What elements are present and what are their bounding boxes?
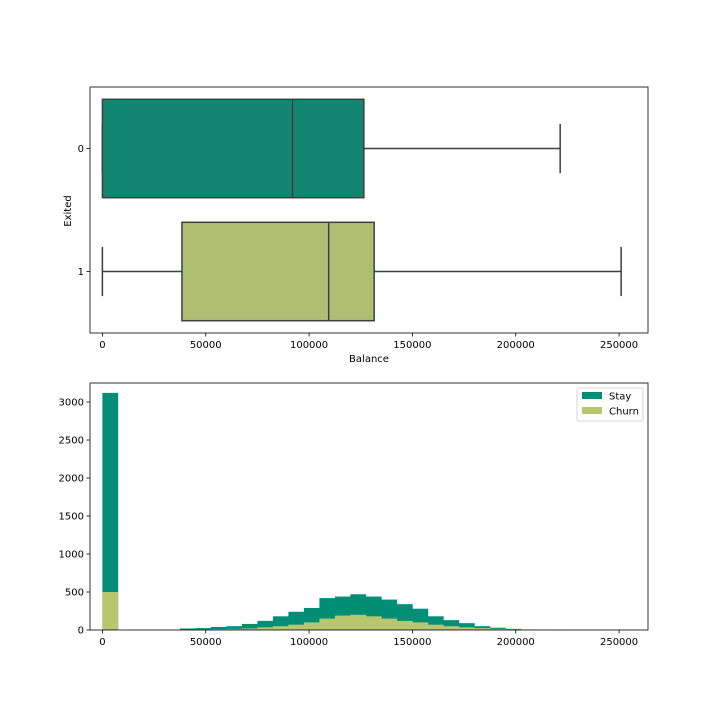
histogram-y-tick-label: 1500 [59,512,84,523]
box-group-0 [101,98,561,199]
histogram-bar-stay [210,626,227,630]
histogram-x-tick-label: 100000 [290,637,328,648]
histogram-y-tick-label: 2500 [59,436,84,447]
box-x-tick-label: 0 [99,340,105,351]
legend-label-stay: Stay [609,392,631,403]
histogram-panel: 0 50000 100000 150000 200000 250000 0 500 1000 1… [59,382,649,648]
boxplot-x-axis-label: Balance [349,354,389,365]
histogram-bar-stay [241,623,258,630]
histogram-bar-churn [427,624,444,630]
histogram-y-tick-label: 0 [78,626,84,637]
histogram-bar-churn [102,592,119,630]
histogram-x-tick-label: 200000 [497,637,535,648]
legend: Stay Churn [576,387,644,422]
boxplot-panel: 0 50000 100000 150000 200000 250000 01 Balanc… [63,86,649,365]
histogram-x-tick-label: 0 [99,637,105,648]
histogram-bar-churn [365,616,382,630]
histogram-bar-stay [195,628,212,630]
boxplot-y-axis-label: Exited [63,195,74,226]
box-y-tick-label-0: 0 [78,144,84,155]
histogram-y-tick-label: 2000 [59,474,84,485]
boxplot-x-ticks: 0 50000 100000 150000 200000 250000 [99,333,638,351]
legend-swatch-stay [582,392,602,399]
box-x-tick-label: 150000 [393,340,431,351]
histogram-x-tick-label: 150000 [393,637,431,648]
box-x-tick-label: 250000 [600,340,638,351]
histogram-bar-churn [381,618,398,630]
box-marks [101,98,622,322]
histogram-bar-churn [350,614,367,630]
histogram-x-tick-label: 50000 [190,637,222,648]
histogram-bar-stay [458,623,475,630]
box-x-tick-label: 50000 [190,340,222,351]
histogram-bar-churn [474,628,491,630]
boxplot-y-ticks: 01 [78,144,90,278]
histogram-bar-churn [458,627,475,630]
histogram-bar-churn [303,622,320,630]
boxplot-frame [89,86,649,334]
histogram-bar-churn [443,626,460,630]
histogram-bar-churn [489,628,506,630]
histogram-bar-churn [257,627,274,630]
box-x-tick-label: 100000 [290,340,328,351]
histogram-x-tick-label: 250000 [600,637,638,648]
histogram-bar-stay [179,628,196,630]
legend-label-churn: Churn [609,407,639,418]
box-y-tick-label-1: 1 [78,267,84,278]
histogram-bar-churn [334,615,351,630]
histogram-bar-churn [210,629,227,630]
histogram-y-tick-label: 1000 [59,550,84,561]
legend-swatch-churn [582,407,602,414]
box-group-1 [101,221,622,322]
histogram-bar-stay [257,620,274,630]
histogram-y-tick-label: 3000 [59,398,84,409]
histogram-bar-churn [241,628,258,630]
histogram-bar-churn [319,618,336,630]
histogram-bar-stay [443,620,460,630]
histogram-bar-churn [288,624,305,630]
histogram-bar-churn [226,628,243,630]
histogram-bar-churn [396,620,413,630]
box-iqr-0 [101,98,365,199]
histogram-bar-churn [412,622,429,630]
histogram-bar-stay [226,626,243,630]
box-x-tick-label: 200000 [497,340,535,351]
histogram-y-tick-label: 500 [65,588,84,599]
box-iqr-1 [181,221,375,322]
histogram-bar-churn [272,626,289,630]
histogram-y-ticks: 0 500 1000 1500 2000 2500 3000 [59,398,90,637]
histogram-bar-stay [102,392,119,630]
histogram-frame [89,382,649,631]
histogram-x-ticks: 0 50000 100000 150000 200000 250000 [99,630,638,648]
histogram-bars [102,392,630,630]
